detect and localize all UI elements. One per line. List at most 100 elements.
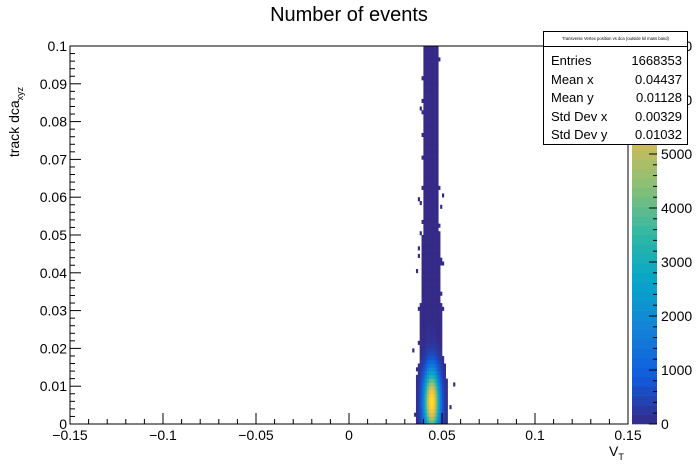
- heatmap-cell: [427, 386, 430, 391]
- heatmap-cell: [430, 359, 433, 364]
- heatmap-cell: [434, 314, 437, 319]
- heatmap-cell: [425, 235, 428, 240]
- heatmap-cell: [425, 182, 428, 187]
- heatmap-cell: [421, 306, 424, 311]
- heatmap-cell: [440, 397, 443, 402]
- heatmap-cell: [440, 363, 443, 368]
- heatmap-cell: [436, 250, 439, 255]
- heatmap-cell: [432, 257, 435, 262]
- heatmap-cell: [430, 148, 433, 153]
- heatmap-cell: [423, 246, 426, 251]
- heatmap-cell: [438, 231, 441, 236]
- heatmap-cell: [427, 265, 430, 270]
- z-tick-label: 3000: [661, 254, 692, 270]
- heatmap-cell: [436, 397, 439, 402]
- heatmap-cell: [432, 72, 435, 77]
- heatmap-cell: [430, 98, 433, 103]
- heatmap-cell: [438, 420, 441, 425]
- heatmap-cell: [417, 363, 420, 368]
- heatmap-cell: [425, 295, 428, 300]
- heatmap-cell: [423, 189, 426, 194]
- heatmap-cell: [434, 280, 437, 285]
- heatmap-cell: [436, 280, 439, 285]
- heatmap-cell: [430, 106, 433, 111]
- heatmap-cell: [438, 246, 441, 251]
- heatmap-cell: [430, 420, 433, 425]
- heatmap-cell: [434, 163, 437, 168]
- heatmap-cell: [430, 219, 433, 224]
- heatmap-cell: [421, 378, 424, 383]
- heatmap-cell: [430, 374, 433, 379]
- heatmap-cell: [425, 170, 428, 175]
- heatmap-cell: [425, 253, 428, 258]
- palette-band: [632, 149, 657, 160]
- heatmap-cell: [423, 121, 426, 126]
- heatmap-cell: [434, 193, 437, 198]
- heatmap-cell: [436, 355, 439, 361]
- heatmap-cell: [427, 333, 430, 338]
- palette-band: [632, 140, 657, 151]
- heatmap-cell: [419, 306, 422, 311]
- heatmap-cell: [423, 197, 426, 202]
- heatmap-cell: [423, 238, 426, 243]
- heatmap-cell: [434, 352, 437, 357]
- heatmap-cell: [438, 242, 441, 247]
- heatmap-cell: [425, 212, 428, 217]
- heatmap-cell: [428, 57, 432, 62]
- heatmap-cell: [434, 257, 437, 262]
- heatmap-cell: [421, 382, 424, 387]
- heatmap-cell: [427, 325, 430, 330]
- heatmap-cell: [436, 352, 439, 357]
- heatmap-cell: [442, 261, 445, 266]
- heatmap-cell: [427, 49, 430, 54]
- heatmap-cell: [430, 291, 433, 296]
- heatmap-cell: [427, 227, 430, 232]
- heatmap-cell: [434, 174, 437, 179]
- heatmap-cell: [438, 235, 441, 240]
- heatmap-cell: [428, 72, 432, 77]
- heatmap-cell: [425, 80, 428, 85]
- heatmap-cell: [434, 114, 437, 119]
- heatmap-cell: [430, 208, 433, 213]
- heatmap-cell: [436, 416, 439, 421]
- heatmap-cell: [430, 314, 433, 319]
- heatmap-cell: [419, 231, 422, 236]
- heatmap-cell: [438, 280, 441, 285]
- heatmap-cell: [434, 61, 437, 66]
- heatmap-cell: [423, 151, 426, 156]
- heatmap-cell: [432, 246, 435, 251]
- heatmap-cell: [436, 310, 439, 315]
- palette-band: [632, 159, 657, 170]
- heatmap-cell: [428, 238, 432, 243]
- stats-value: 1668353: [631, 53, 682, 68]
- heatmap-cell: [417, 340, 420, 345]
- heatmap-cell: [428, 344, 432, 349]
- heatmap-cell: [438, 185, 441, 190]
- palette-band: [632, 291, 657, 302]
- heatmap-cell: [432, 265, 435, 270]
- y-tick-label: 0.1: [48, 38, 68, 54]
- y-tick-label: 0.06: [40, 189, 67, 205]
- heatmap-cell: [423, 344, 426, 349]
- heatmap-cell: [436, 159, 439, 164]
- heatmap-cell: [428, 405, 432, 410]
- z-tick-label: 0: [661, 416, 669, 432]
- heatmap-cell: [440, 348, 443, 353]
- heatmap-cell: [419, 371, 422, 376]
- heatmap-cell: [421, 401, 424, 406]
- heatmap-cell: [436, 185, 439, 190]
- heatmap-cell: [432, 318, 435, 323]
- heatmap-cell: [427, 355, 430, 361]
- heatmap-cell: [440, 337, 443, 342]
- heatmap-cell: [423, 378, 426, 383]
- palette-band: [632, 301, 657, 311]
- heatmap-cell: [430, 166, 433, 172]
- heatmap-cell: [428, 132, 432, 138]
- heatmap-cell: [423, 329, 426, 334]
- heatmap-cell: [425, 344, 428, 349]
- heatmap-cell: [427, 193, 430, 198]
- palette-band: [632, 386, 657, 396]
- heatmap-cell: [428, 284, 432, 289]
- heatmap-cell: [436, 102, 439, 107]
- heatmap-cell: [427, 257, 430, 262]
